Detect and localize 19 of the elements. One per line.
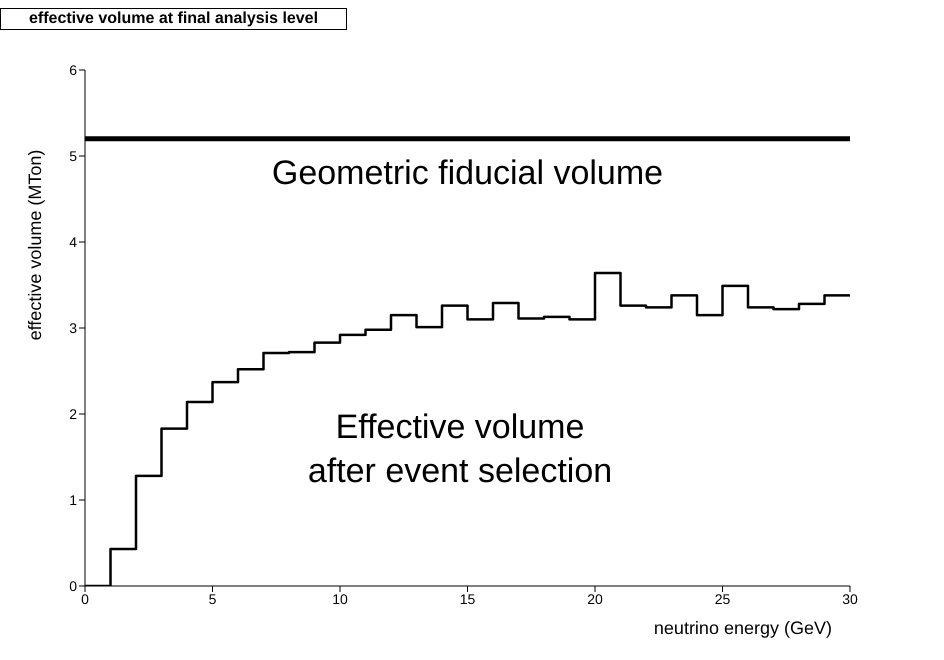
x-tick-label: 5: [208, 590, 217, 607]
y-tick-label: 2: [69, 406, 78, 422]
y-tick-label: 6: [69, 62, 78, 78]
x-tick-label: 25: [714, 590, 730, 607]
chart-title: effective volume at final analysis level: [0, 8, 348, 30]
x-tick-label: 20: [587, 590, 603, 607]
x-tick-label: 10: [332, 590, 348, 607]
x-tick-label: 30: [842, 590, 858, 607]
ref-line-label: Geometric fiducial volume: [272, 154, 664, 192]
x-tick-label: 15: [460, 590, 476, 607]
annotation: Effective volume after event selection: [306, 407, 614, 492]
y-tick-label: 4: [69, 234, 78, 250]
x-tick-label: 0: [81, 590, 90, 607]
y-tick-label: 3: [69, 320, 78, 336]
y-tick-label: 1: [69, 492, 78, 508]
y-axis-title: effective volume (MTon): [24, 150, 45, 340]
x-axis-title: neutrino energy (GeV): [654, 618, 832, 638]
y-tick-label: 5: [69, 148, 78, 164]
y-tick-label: 0: [69, 578, 78, 594]
